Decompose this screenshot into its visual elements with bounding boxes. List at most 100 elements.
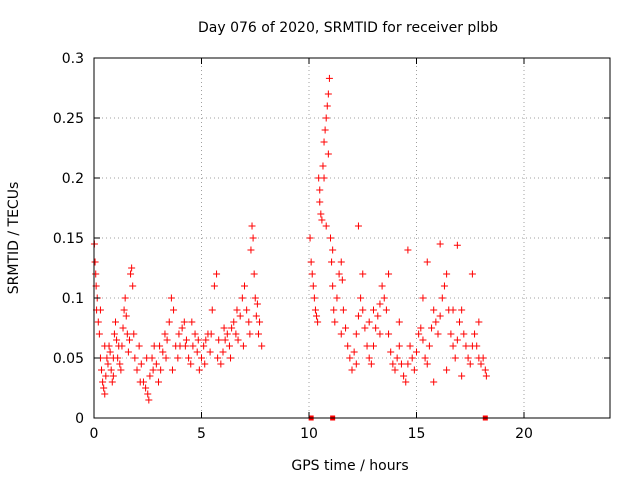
data-point <box>181 342 189 350</box>
data-point <box>112 318 119 326</box>
data-point <box>423 258 431 266</box>
data-point <box>342 324 350 332</box>
data-point <box>187 360 195 368</box>
data-point <box>365 354 373 362</box>
data-point <box>130 330 138 338</box>
y-tick-label: 0.15 <box>53 231 84 247</box>
data-point <box>321 126 329 134</box>
data-point <box>430 306 438 314</box>
data-point <box>329 282 337 290</box>
data-point <box>306 234 314 242</box>
data-point <box>258 342 266 350</box>
data-point <box>91 258 99 266</box>
data-point <box>168 366 176 374</box>
data-point <box>135 342 143 350</box>
data-point <box>354 222 362 230</box>
data-point <box>313 312 321 320</box>
data-point <box>161 330 169 338</box>
data-point <box>178 324 186 332</box>
data-point <box>234 336 242 344</box>
data-point <box>354 312 362 320</box>
data-point <box>208 306 216 314</box>
data-point <box>425 342 433 350</box>
data-point <box>252 312 260 320</box>
data-point <box>337 330 345 338</box>
x-tick-label: 15 <box>408 426 426 442</box>
x-axis-label: GPS time / hours <box>291 458 408 474</box>
data-point <box>144 390 152 398</box>
data-point <box>473 342 481 350</box>
axis-ticks: 0 5 10 15 20 0 0.05 0.1 0.15 0.2 0.25 0.3 <box>53 51 610 442</box>
data-point <box>220 324 228 332</box>
data-point <box>247 246 255 254</box>
data-point <box>232 330 240 338</box>
data-point <box>108 378 116 386</box>
data-point <box>419 294 427 302</box>
data-point <box>330 306 338 314</box>
data-point <box>114 354 122 362</box>
data-point <box>113 336 121 344</box>
data-point <box>142 384 150 392</box>
data-point <box>241 282 248 290</box>
data-point <box>348 366 356 374</box>
data-point <box>118 342 126 350</box>
data-point <box>314 318 322 326</box>
data-point <box>402 378 410 386</box>
data-point <box>436 312 444 320</box>
data-point <box>309 282 317 290</box>
data-point <box>482 372 490 380</box>
data-point <box>443 366 451 374</box>
data-point <box>331 318 339 326</box>
data-point <box>119 324 127 332</box>
data-point <box>324 150 332 158</box>
data-point <box>397 360 405 368</box>
data-point <box>125 336 133 344</box>
data-point <box>310 294 318 302</box>
data-point <box>378 282 386 290</box>
data-point <box>382 306 390 314</box>
data-point <box>92 270 100 278</box>
data-point <box>365 318 373 326</box>
data-point <box>162 354 170 362</box>
data-point <box>225 342 233 350</box>
data-point <box>185 354 193 362</box>
data-point <box>156 342 164 350</box>
data-point <box>174 354 182 362</box>
data-point <box>106 348 114 356</box>
data-point <box>182 336 190 344</box>
data-point <box>223 330 231 338</box>
data-point <box>121 294 129 302</box>
data-point <box>228 324 236 332</box>
data-point <box>145 396 153 404</box>
data-point <box>458 372 466 380</box>
x-tick-label: 5 <box>197 426 206 442</box>
data-point <box>438 294 446 302</box>
data-point <box>180 318 188 326</box>
data-point <box>352 330 360 338</box>
data-point <box>254 330 262 338</box>
data-point <box>316 198 324 206</box>
data-point <box>421 354 429 362</box>
data-point <box>318 216 326 224</box>
data-point <box>249 234 257 242</box>
data-point <box>214 354 222 362</box>
data-point <box>246 330 254 338</box>
data-point <box>350 348 358 356</box>
data-point <box>370 306 377 314</box>
data-point <box>376 300 384 308</box>
data-point <box>385 330 393 338</box>
data-point <box>449 342 457 350</box>
data-point <box>201 360 209 368</box>
data-point <box>406 342 414 350</box>
data-point <box>217 360 225 368</box>
data-point <box>122 312 130 320</box>
data-point <box>333 294 341 302</box>
data-point <box>410 366 418 374</box>
data-point <box>146 372 154 380</box>
data-point <box>104 360 112 368</box>
data-point <box>95 330 103 338</box>
data-point <box>451 354 459 362</box>
data-point <box>359 270 367 278</box>
data-point <box>107 366 115 374</box>
